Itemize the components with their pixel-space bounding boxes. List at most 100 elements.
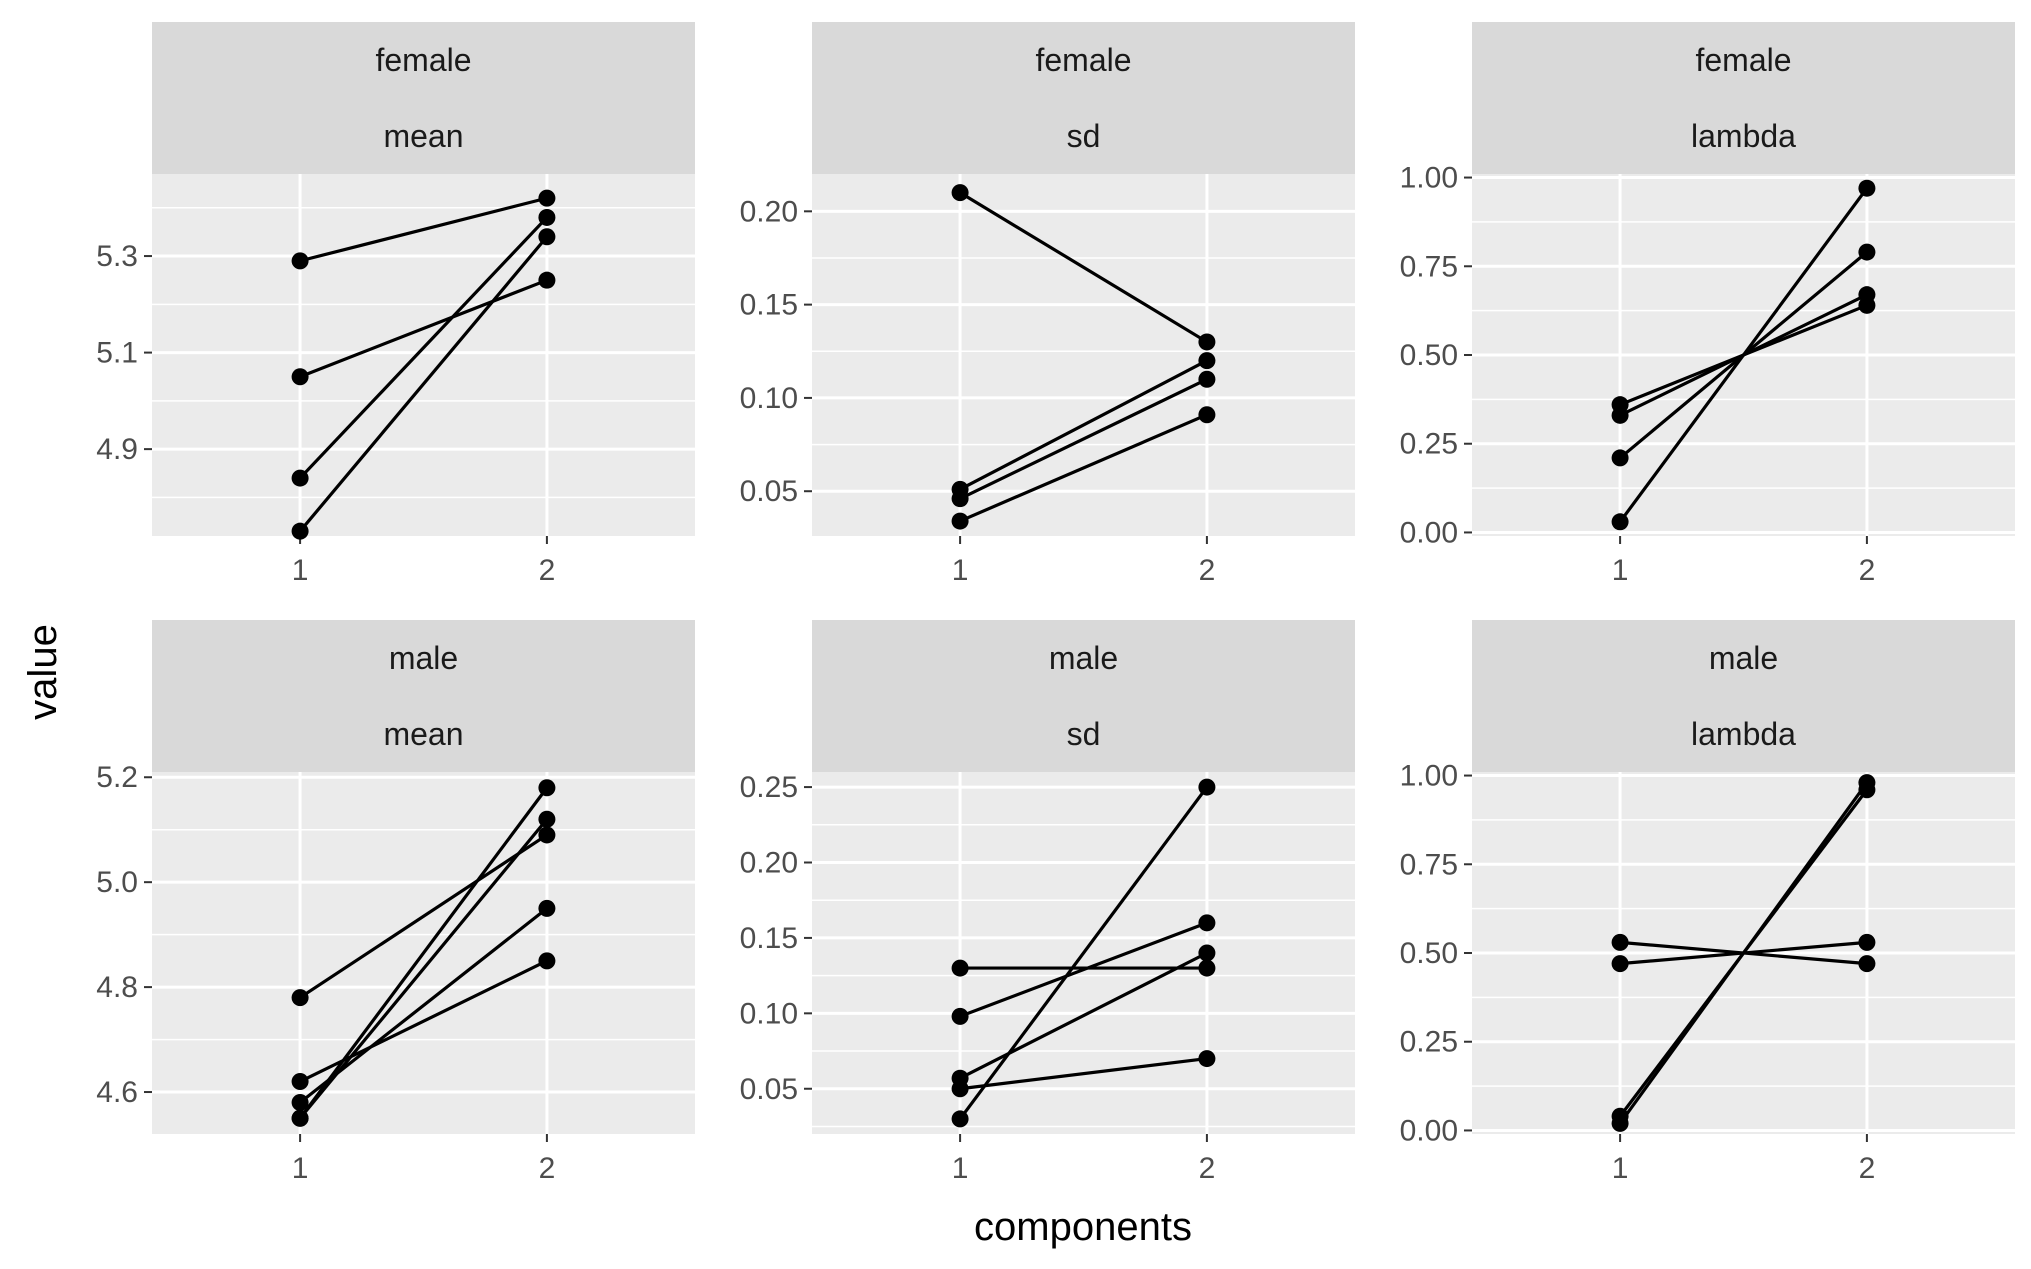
data-point	[1198, 333, 1216, 351]
data-point	[951, 1110, 969, 1128]
x-tick-label: 2	[1859, 554, 1876, 587]
data-point	[1198, 1050, 1216, 1068]
x-tick-label: 2	[1199, 554, 1216, 587]
data-point	[1858, 243, 1876, 261]
x-axis-title: components	[974, 1205, 1192, 1249]
data-point	[291, 368, 309, 386]
y-tick-label: 0.10	[740, 382, 798, 415]
y-tick-label: 0.15	[740, 922, 798, 955]
series-line-4	[959, 413, 1208, 523]
facet-strip-bottom	[812, 696, 1355, 772]
y-tick-label: 1.00	[1400, 760, 1458, 793]
y-tick-label: 0.25	[1400, 1026, 1458, 1059]
data-point	[1611, 396, 1629, 414]
facet-panel-male-sd: male sd 0.05 0.10 0.15 0.20 0.25 1 2	[740, 620, 1355, 1185]
y-tick-label: 0.05	[740, 1073, 798, 1106]
data-point	[291, 469, 309, 487]
facet-strip-bottom	[152, 98, 695, 174]
facet-strip-top-label: male	[1049, 640, 1118, 676]
data-point	[291, 1109, 309, 1127]
data-point	[538, 271, 556, 289]
data-point	[1198, 914, 1216, 932]
data-point	[1858, 955, 1876, 973]
y-tick-label: 5.3	[96, 240, 138, 273]
facet-strip-bottom-label: mean	[383, 118, 463, 154]
data-point	[1858, 179, 1876, 197]
panel-background	[812, 174, 1355, 536]
facet-panel-female-sd: female sd 0.05 0.10 0.15 0.20 1 2	[740, 22, 1355, 587]
series-line-2	[959, 359, 1208, 491]
y-tick-label: 1.00	[1400, 162, 1458, 195]
y-tick-label: 0.25	[1400, 428, 1458, 461]
series-line-3	[298, 216, 549, 480]
series-line-2	[959, 921, 1208, 1018]
series-line-3	[959, 951, 1208, 1080]
facet-panel-male-mean: male mean 4.6 4.8 5.0 5.2 1 2	[96, 620, 695, 1185]
data-point	[1858, 933, 1876, 951]
data-point	[538, 899, 556, 917]
data-point	[1611, 933, 1629, 951]
x-tick-label: 2	[1199, 1152, 1216, 1185]
series-line-4	[1618, 781, 1869, 1125]
facet-strip-bottom-label: sd	[1067, 118, 1101, 154]
data-point	[291, 252, 309, 270]
panels-group: female mean 4.9 5.1 5.3 1 2 female sd 0.05 0.10 0.1…	[96, 22, 2015, 1185]
data-point	[1858, 774, 1876, 792]
x-tick-label: 1	[292, 554, 309, 587]
facet-strip-bottom	[812, 98, 1355, 174]
series-line-1	[299, 833, 548, 999]
y-tick-label: 0.50	[1400, 937, 1458, 970]
y-tick-label: 5.2	[96, 761, 138, 794]
y-tick-label: 0.50	[1400, 339, 1458, 372]
x-tick-label: 1	[952, 554, 969, 587]
data-point	[1198, 406, 1216, 424]
series-line-4	[298, 786, 549, 1120]
x-tick-label: 2	[1859, 1152, 1876, 1185]
data-point	[951, 184, 969, 202]
facet-strip-bottom-label: mean	[383, 716, 463, 752]
facet-strip-top	[812, 22, 1355, 98]
facet-strip-bottom	[1472, 98, 2015, 174]
y-tick-label: 0.00	[1400, 1114, 1458, 1147]
data-point	[538, 228, 556, 246]
data-point	[1198, 778, 1216, 796]
y-tick-label: 0.05	[740, 475, 798, 508]
data-point	[291, 522, 309, 540]
y-tick-label: 0.25	[740, 771, 798, 804]
data-point	[538, 810, 556, 828]
data-point	[1611, 513, 1629, 531]
y-tick-label: 0.20	[740, 847, 798, 880]
data-point	[538, 189, 556, 207]
facet-panel-male-lambda: male lambda 0.00 0.25 0.50 0.75 1.00 1 2	[1400, 620, 2015, 1185]
facet-strip-top-label: male	[389, 640, 458, 676]
data-point	[538, 779, 556, 797]
series-line-2	[299, 278, 548, 379]
panel-background	[152, 174, 695, 536]
data-point	[1858, 296, 1876, 314]
facet-strip-bottom-label: lambda	[1691, 716, 1796, 752]
facet-strip-top-label: female	[1695, 42, 1791, 78]
facet-strip-top	[152, 620, 695, 696]
series-line-4	[1619, 303, 1868, 407]
data-point	[951, 490, 969, 508]
data-point	[1198, 944, 1216, 962]
data-point	[1611, 449, 1629, 467]
data-point	[538, 208, 556, 226]
y-tick-label: 0.10	[740, 997, 798, 1030]
data-point	[538, 826, 556, 844]
y-tick-label: 4.8	[96, 971, 138, 1004]
facet-strip-top	[1472, 22, 2015, 98]
y-tick-label: 0.75	[1400, 250, 1458, 283]
facet-strip-top-label: female	[1035, 42, 1131, 78]
x-tick-label: 2	[539, 1152, 556, 1185]
y-axis-title: value	[21, 624, 65, 720]
data-point	[1198, 370, 1216, 388]
facet-strip-top	[1472, 620, 2015, 696]
data-point	[538, 952, 556, 970]
y-tick-label: 0.75	[1400, 848, 1458, 881]
x-tick-label: 2	[539, 554, 556, 587]
data-point	[1198, 959, 1216, 977]
y-tick-label: 4.9	[96, 433, 138, 466]
x-tick-label: 1	[292, 1152, 309, 1185]
